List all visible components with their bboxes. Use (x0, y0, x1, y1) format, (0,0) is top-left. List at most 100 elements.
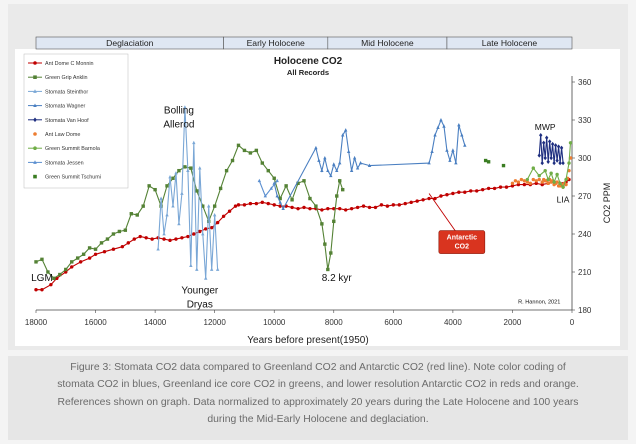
data-point (177, 221, 181, 226)
data-point (278, 200, 282, 204)
data-point (186, 234, 190, 239)
data-point (329, 173, 333, 178)
data-point (195, 267, 199, 271)
y-tick-label: 360 (578, 78, 592, 87)
figure-caption: Figure 3: Stomata CO2 data compared to G… (8, 356, 628, 440)
data-point (439, 117, 443, 122)
data-point (204, 227, 208, 231)
series-line (258, 180, 278, 198)
x-tick-label: 2000 (504, 318, 522, 327)
data-point (397, 203, 401, 207)
data-point (439, 194, 443, 198)
legend-entry: Green Grip Anklin (28, 75, 88, 81)
y-axis-label: CO2 PPM (602, 183, 612, 224)
data-point (355, 205, 360, 210)
callout-pointer (428, 193, 457, 232)
data-point (308, 196, 312, 201)
data-point (510, 184, 515, 188)
data-point (189, 166, 193, 170)
data-point (236, 203, 241, 207)
data-point (480, 187, 485, 192)
data-point (445, 193, 449, 197)
data-point (391, 203, 396, 207)
data-point (543, 155, 547, 161)
data-point (290, 205, 294, 210)
data-point (201, 231, 205, 236)
data-point (34, 260, 38, 264)
data-point (522, 179, 527, 183)
data-point (546, 181, 550, 186)
data-point (513, 179, 518, 183)
data-point (528, 181, 533, 186)
data-point (373, 205, 378, 210)
data-point (70, 265, 74, 269)
data-point (52, 276, 56, 281)
data-point (266, 168, 270, 173)
data-point (302, 205, 306, 210)
data-point (174, 171, 178, 175)
data-point (153, 187, 157, 192)
data-point (33, 75, 37, 79)
series-line (36, 179, 570, 291)
y-tick-label: 240 (578, 230, 592, 239)
data-point (367, 205, 372, 210)
data-point (93, 252, 98, 256)
data-point (180, 191, 184, 195)
annotation-text: 8.2 kyr (322, 273, 353, 284)
series-green-summit-tschumi (483, 158, 506, 168)
data-point (546, 159, 550, 165)
data-point (534, 181, 538, 186)
series-stomata-van-hoof (537, 132, 565, 166)
data-point (233, 204, 238, 208)
data-point (537, 153, 541, 158)
data-point (58, 272, 62, 277)
data-point (278, 196, 282, 201)
annotation-text: R. Hannon, 2021 (518, 300, 560, 306)
legend-entry: Ant Dome C Monnin (28, 61, 94, 67)
data-point (552, 180, 556, 184)
data-point (454, 161, 458, 165)
data-point (516, 182, 521, 187)
data-point (33, 174, 37, 179)
data-point (338, 179, 342, 183)
data-point (475, 189, 479, 193)
data-point (123, 228, 128, 232)
x-tick-label: 18000 (25, 318, 48, 327)
data-point (242, 148, 247, 153)
period-label: Mid Holocene (361, 38, 414, 48)
legend-box (23, 53, 129, 189)
annotation-text: LGM (31, 273, 53, 284)
data-point (341, 187, 345, 192)
data-point (433, 196, 437, 201)
legend-label: Green Grip Anklin (45, 75, 88, 81)
data-point (230, 158, 235, 163)
legend-label: Green Summit Barnola (45, 146, 100, 152)
data-point (135, 213, 139, 217)
data-point (555, 158, 559, 163)
data-point (275, 178, 279, 183)
data-point (156, 247, 160, 251)
data-point (540, 182, 544, 187)
data-point (198, 229, 202, 234)
data-point (192, 140, 196, 145)
callout-box (438, 230, 486, 254)
data-point (451, 148, 455, 152)
x-tick-label: 4000 (444, 318, 462, 327)
data-point (207, 204, 211, 208)
data-point (302, 179, 306, 183)
data-point (215, 220, 220, 225)
figure-frame: Deglaciation Early Holocene Mid Holocene La… (8, 4, 628, 350)
data-point (555, 180, 559, 184)
data-point (248, 151, 253, 155)
legend-entry: Green Summit Tschumi (33, 175, 101, 181)
data-point (87, 246, 92, 250)
x-tick-label: 10000 (263, 318, 286, 327)
data-point (266, 201, 270, 206)
y-tick-label: 300 (578, 154, 592, 163)
data-point (567, 161, 571, 165)
data-point (343, 128, 348, 132)
data-point (385, 204, 390, 208)
data-point (564, 182, 568, 187)
data-point (78, 260, 83, 264)
data-point (132, 237, 136, 241)
